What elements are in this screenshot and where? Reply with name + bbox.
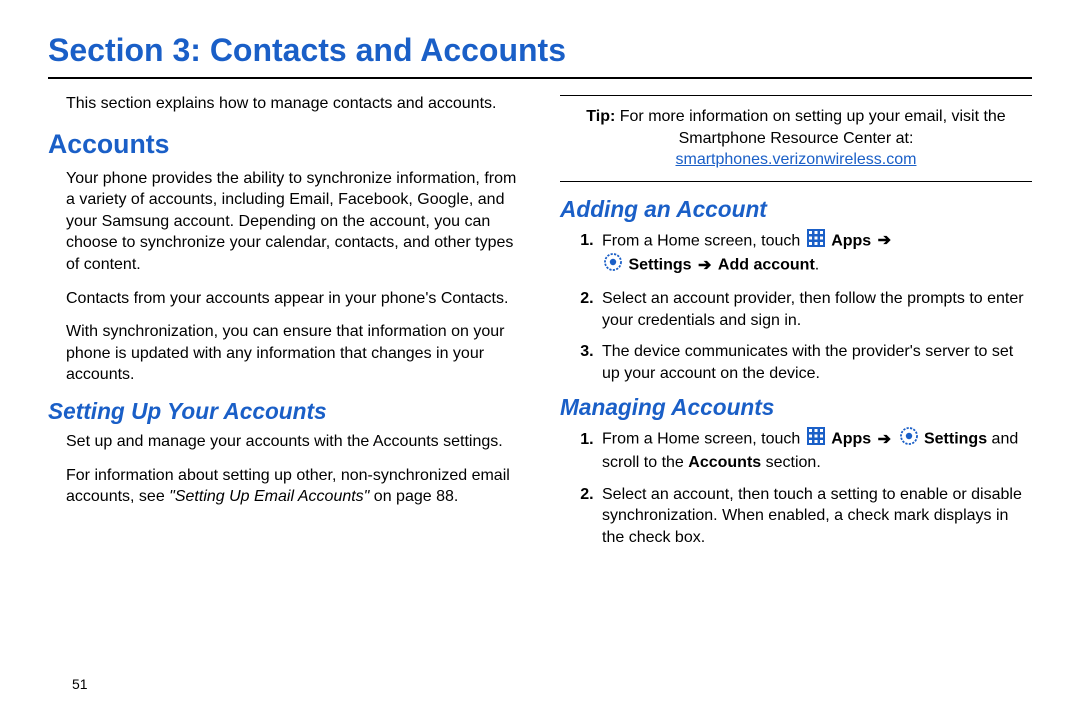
intro-paragraph: This section explains how to manage cont… bbox=[66, 93, 520, 115]
tip-text: For more information on setting up your … bbox=[615, 108, 1005, 147]
text-fragment: section. bbox=[761, 454, 821, 471]
apps-label: Apps bbox=[831, 431, 871, 448]
adding-an-account-heading: Adding an Account bbox=[560, 196, 1032, 223]
step-item: The device communicates with the provide… bbox=[598, 341, 1032, 384]
step-item: From a Home screen, touch Apps ➔ Setting… bbox=[598, 427, 1032, 473]
apps-label: Apps bbox=[831, 232, 871, 249]
adding-account-steps: From a Home screen, touch Apps ➔ Setting… bbox=[560, 229, 1032, 385]
manual-page: Section 3: Contacts and Accounts This se… bbox=[0, 0, 1080, 720]
step-item: Select an account, then touch a setting … bbox=[598, 484, 1032, 549]
section-title: Section 3: Contacts and Accounts bbox=[48, 32, 1032, 69]
apps-icon bbox=[807, 229, 825, 254]
settings-icon bbox=[900, 427, 918, 452]
page-number: 51 bbox=[72, 676, 88, 692]
text-fragment: . bbox=[815, 257, 819, 274]
step-item: Select an account provider, then follow … bbox=[598, 288, 1032, 331]
accounts-heading: Accounts bbox=[48, 129, 520, 160]
accounts-paragraph-1: Your phone provides the ability to synch… bbox=[66, 168, 520, 276]
accounts-paragraph-3: With synchronization, you can ensure tha… bbox=[66, 321, 520, 386]
accounts-word: Accounts bbox=[688, 454, 761, 471]
settings-label: Settings bbox=[924, 431, 987, 448]
arrow-icon: ➔ bbox=[698, 257, 711, 274]
setting-up-paragraph-1: Set up and manage your accounts with the… bbox=[66, 431, 520, 453]
arrow-icon: ➔ bbox=[878, 431, 891, 448]
apps-icon bbox=[807, 427, 825, 452]
text-fragment: From a Home screen, touch bbox=[602, 431, 805, 448]
text-fragment: From a Home screen, touch bbox=[602, 232, 805, 249]
settings-label: Settings bbox=[628, 257, 691, 274]
settings-icon bbox=[604, 253, 622, 278]
add-account-label: Add account bbox=[718, 257, 815, 274]
text-fragment: on page 88. bbox=[369, 488, 458, 505]
tip-box: Tip: For more information on setting up … bbox=[560, 95, 1032, 182]
title-rule bbox=[48, 77, 1032, 79]
arrow-icon: ➔ bbox=[878, 232, 891, 249]
step-item: From a Home screen, touch Apps ➔ Setting… bbox=[598, 229, 1032, 278]
setting-up-paragraph-2: For information about setting up other, … bbox=[66, 465, 520, 508]
accounts-paragraph-2: Contacts from your accounts appear in yo… bbox=[66, 288, 520, 310]
managing-accounts-steps: From a Home screen, touch Apps ➔ Setting… bbox=[560, 427, 1032, 548]
setting-up-your-accounts-heading: Setting Up Your Accounts bbox=[48, 398, 520, 425]
managing-accounts-heading: Managing Accounts bbox=[560, 394, 1032, 421]
right-column: Tip: For more information on setting up … bbox=[560, 93, 1032, 558]
left-column: This section explains how to manage cont… bbox=[48, 93, 520, 558]
tip-label: Tip: bbox=[586, 108, 615, 125]
two-column-layout: This section explains how to manage cont… bbox=[48, 93, 1032, 558]
cross-reference[interactable]: "Setting Up Email Accounts" bbox=[169, 488, 369, 505]
tip-link[interactable]: smartphones.verizonwireless.com bbox=[676, 151, 917, 168]
